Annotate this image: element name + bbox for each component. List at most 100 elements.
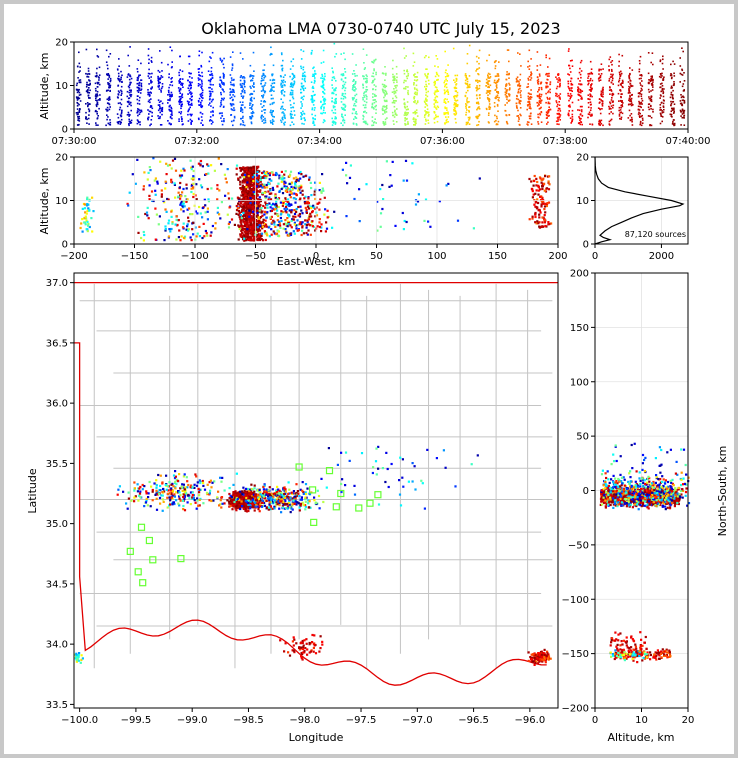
source-point: [161, 70, 163, 72]
source-point: [248, 197, 251, 201]
source-point: [292, 97, 295, 100]
source-point: [413, 87, 416, 89]
source-point: [621, 82, 623, 84]
source-point: [175, 224, 179, 227]
source-point: [670, 85, 673, 88]
source-point: [341, 108, 344, 110]
source-point: [571, 65, 574, 67]
source-point: [362, 98, 364, 101]
source-point: [631, 118, 633, 121]
source-point: [249, 107, 251, 109]
source-point: [245, 186, 248, 189]
source-point: [382, 105, 384, 108]
source-point: [198, 74, 201, 76]
source-point: [190, 177, 193, 180]
source-point: [108, 99, 110, 101]
source-point: [375, 100, 377, 103]
source-point: [351, 53, 354, 55]
source-point: [386, 100, 388, 103]
source-point: [284, 109, 286, 111]
source-point: [433, 81, 435, 84]
source-point: [662, 68, 664, 70]
source-point: [416, 71, 419, 74]
source-point: [659, 104, 662, 106]
source-point: [283, 182, 286, 185]
source-point: [292, 58, 295, 60]
source-point: [270, 179, 273, 182]
source-point: [170, 106, 172, 109]
source-point: [436, 105, 439, 108]
source-point: [506, 49, 509, 51]
source-point: [177, 219, 180, 222]
source-point: [619, 77, 621, 79]
source-point: [334, 98, 337, 100]
source-point: [599, 124, 601, 126]
source-point: [413, 120, 415, 123]
source-point: [182, 187, 185, 191]
source-point: [282, 210, 285, 214]
source-point: [670, 100, 672, 103]
source-point: [199, 104, 201, 106]
source-point: [106, 64, 109, 67]
source-point: [165, 173, 168, 176]
source-point: [189, 113, 191, 116]
source-point: [107, 73, 110, 75]
source-point: [528, 93, 531, 95]
source-point: [223, 66, 225, 69]
source-point: [85, 72, 87, 75]
source-point: [230, 77, 233, 79]
source-point: [250, 112, 253, 114]
source-point: [663, 88, 665, 90]
source-point: [139, 121, 141, 123]
source-point: [168, 86, 170, 89]
source-point: [88, 110, 91, 113]
source-point: [148, 83, 150, 85]
source-point: [250, 218, 253, 221]
source-point: [290, 185, 293, 188]
source-point: [180, 169, 183, 172]
source-point: [372, 88, 374, 91]
source-point: [187, 120, 190, 122]
source-point: [640, 74, 643, 76]
source-point: [682, 50, 684, 53]
source-point: [518, 123, 521, 126]
source-point: [650, 104, 652, 107]
source-point: [213, 169, 216, 172]
source-point: [237, 213, 240, 216]
source-point: [539, 113, 542, 116]
source-point: [88, 97, 90, 99]
source-point: [283, 207, 286, 210]
source-point: [331, 121, 334, 123]
source-point: [181, 206, 185, 209]
source-point: [94, 82, 97, 85]
source-point: [436, 79, 439, 81]
source-point: [681, 95, 684, 98]
source-point: [253, 229, 256, 232]
time-altitude-panel: 07:30:00 07:32:00 07:34:00 07:36:00 07:38:00…: [38, 38, 710, 148]
source-point: [342, 73, 345, 75]
source-point: [631, 120, 633, 123]
source-point: [211, 224, 214, 228]
source-point: [250, 214, 253, 217]
source-point: [109, 79, 112, 82]
source-point: [434, 86, 437, 88]
source-point: [497, 99, 500, 101]
source-point: [454, 86, 457, 89]
source-point: [221, 59, 224, 62]
source-point: [301, 96, 303, 99]
source-point: [506, 89, 508, 91]
source-point: [638, 95, 640, 98]
source-point: [413, 96, 415, 99]
source-point: [182, 200, 185, 203]
source-point: [587, 113, 590, 115]
source-point: [289, 232, 292, 235]
source-point: [406, 69, 408, 71]
source-point: [476, 85, 478, 87]
source-point: [171, 117, 173, 120]
source-point: [556, 117, 559, 119]
source-point: [210, 100, 213, 103]
source-point: [516, 107, 518, 109]
source-point: [106, 74, 109, 76]
source-point: [210, 123, 213, 125]
source-point: [211, 90, 214, 93]
